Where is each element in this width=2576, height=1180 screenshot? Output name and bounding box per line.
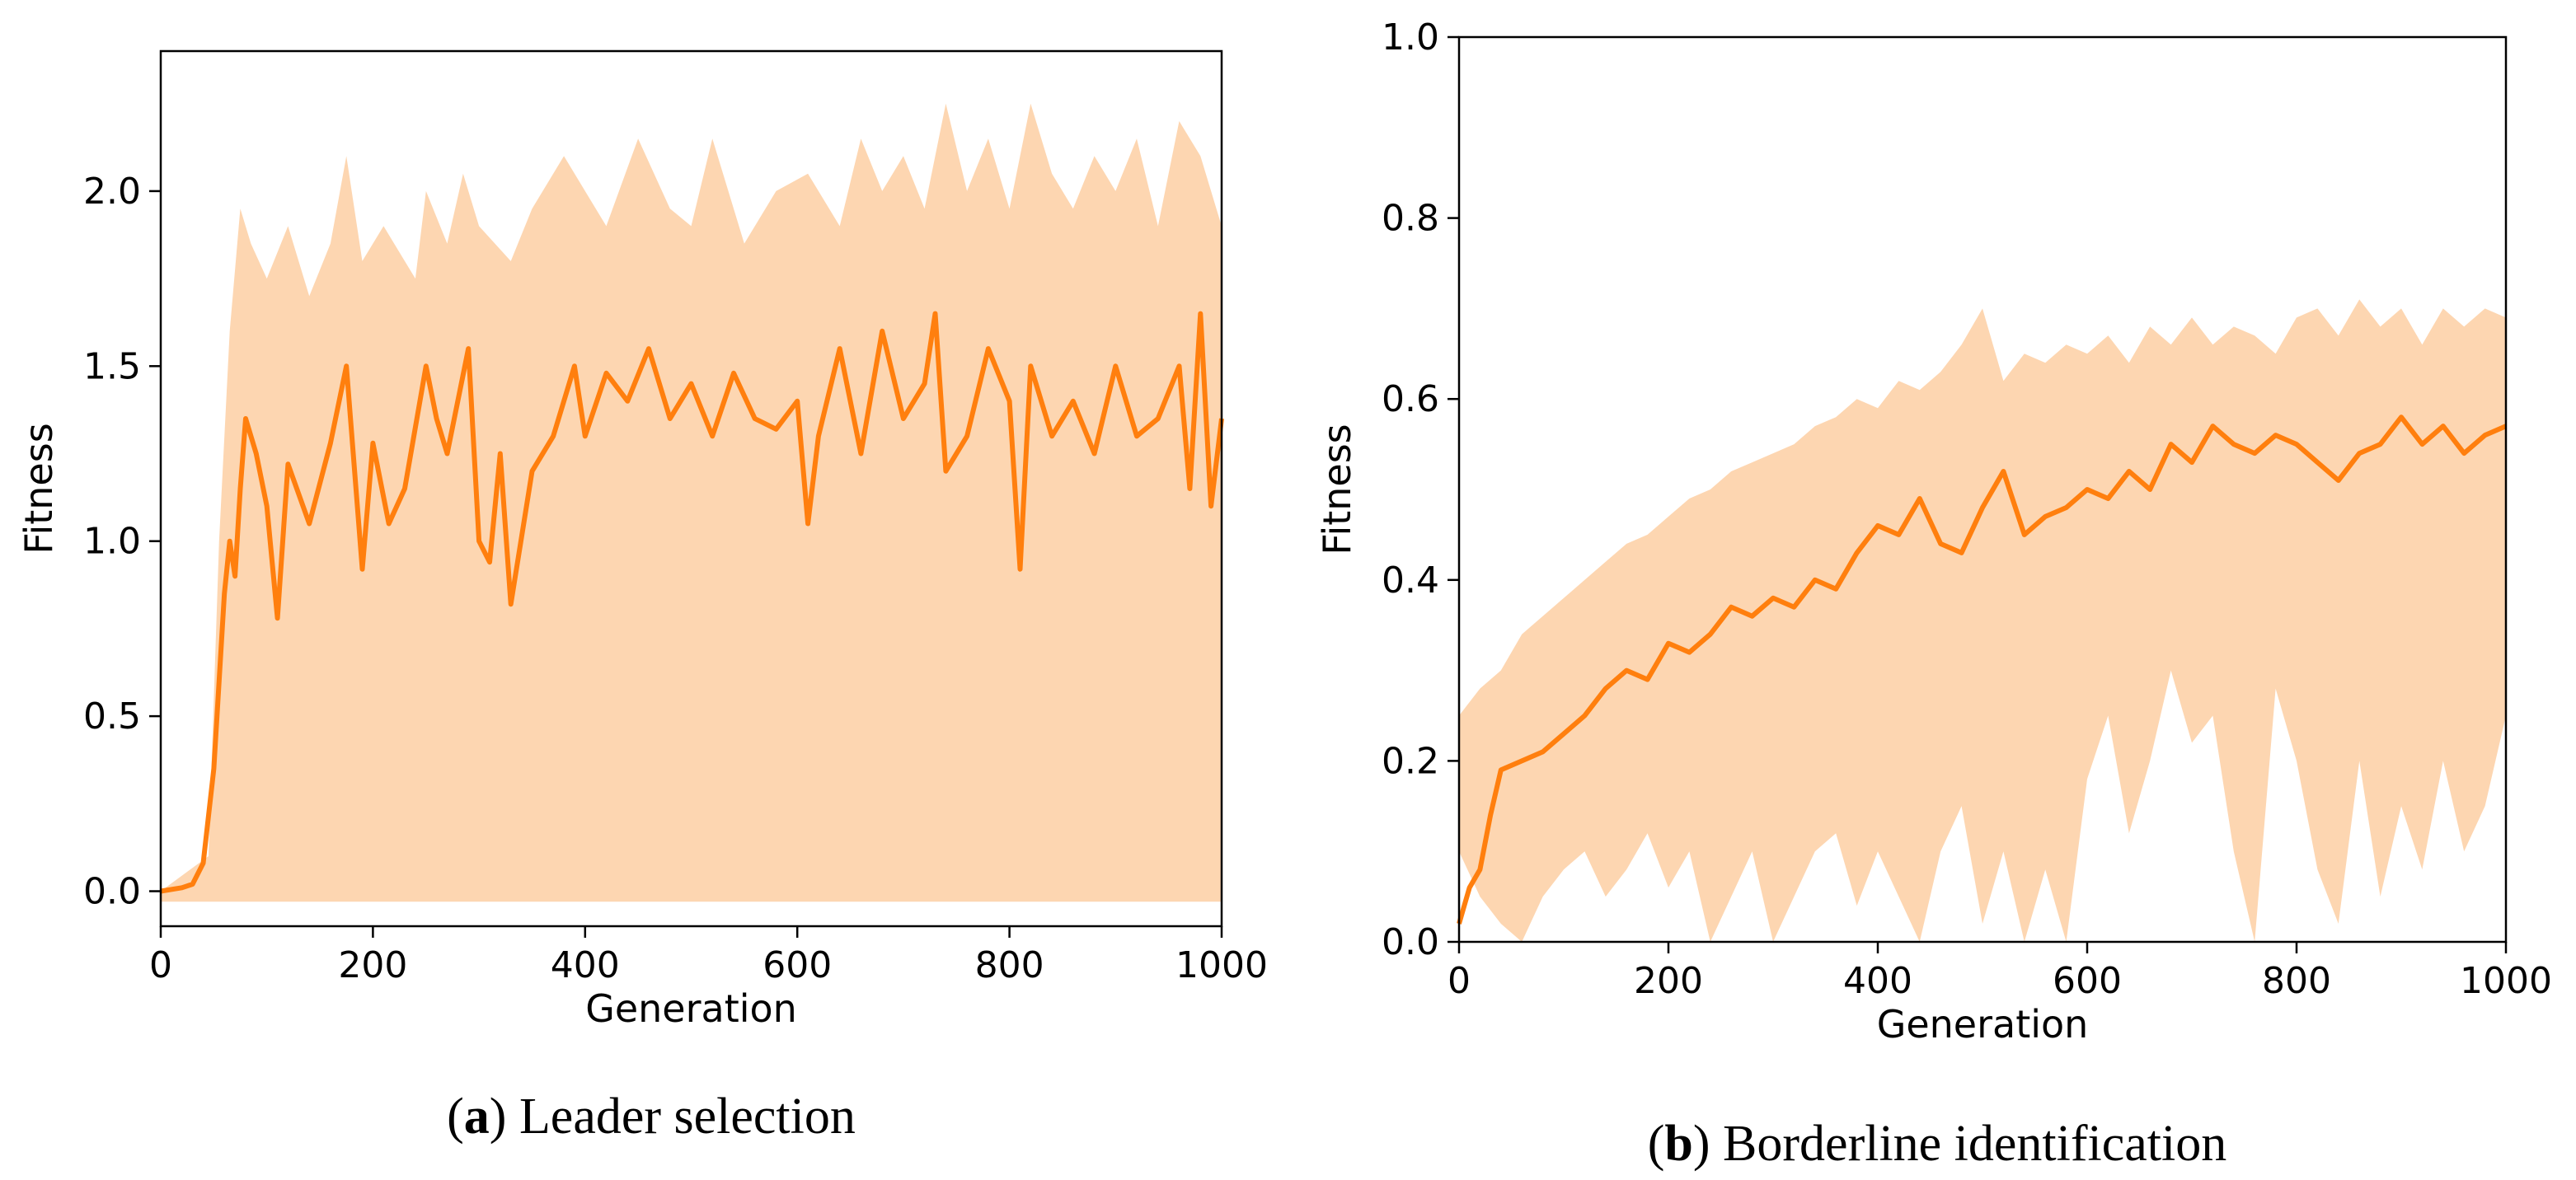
caption: (a) Leader selection — [447, 1089, 856, 1145]
y-tick-label: 0.6 — [1382, 378, 1439, 420]
y-tick-label: 0.4 — [1382, 560, 1439, 602]
range-band — [1459, 299, 2506, 942]
chart-panel-b: 0 200 400 600 800 1000 0.0 0.2 0.4 0.6 0.8 1.0 Gen… — [1315, 16, 2552, 1172]
y-tick-label: 0.8 — [1382, 198, 1439, 240]
x-axis: 0 200 400 600 800 1000 — [1448, 942, 2552, 1002]
x-axis: 0 200 400 600 800 1000 — [149, 926, 1268, 986]
y-axis-label: Fitness — [16, 423, 61, 554]
x-tick-label: 0 — [149, 944, 172, 986]
x-tick-label: 0 — [1448, 960, 1471, 1002]
y-axis-label: Fitness — [1315, 424, 1359, 555]
y-axis: 0.0 0.5 1.0 1.5 2.0 — [83, 171, 161, 913]
caption: (b) Borderline identification — [1648, 1116, 2227, 1172]
y-tick-label: 1.0 — [83, 521, 141, 563]
caption-text: Leader selection — [519, 1089, 856, 1145]
x-tick-label: 600 — [2053, 960, 2122, 1002]
x-tick-label: 800 — [975, 944, 1044, 986]
caption-letter: a — [464, 1089, 490, 1145]
x-tick-label: 200 — [338, 944, 407, 986]
y-tick-label: 1.0 — [1382, 16, 1439, 59]
x-tick-label: 400 — [1843, 960, 1912, 1002]
x-axis-label: Generation — [585, 986, 797, 1031]
plot-frame — [1457, 35, 2508, 944]
y-tick-label: 0.0 — [83, 871, 141, 913]
caption-letter: b — [1664, 1116, 1692, 1172]
y-tick-label: 1.5 — [83, 345, 141, 387]
x-tick-label: 800 — [2262, 960, 2331, 1002]
y-tick-label: 0.0 — [1382, 921, 1439, 963]
x-tick-label: 200 — [1634, 960, 1703, 1002]
y-axis: 0.0 0.2 0.4 0.6 0.8 1.0 — [1382, 16, 1459, 963]
y-tick-label: 2.0 — [83, 171, 141, 213]
x-tick-label: 1000 — [2460, 960, 2552, 1002]
mean-fitness-line — [160, 311, 1224, 894]
y-tick-label: 0.5 — [83, 695, 141, 738]
x-tick-label: 400 — [551, 944, 620, 986]
mean-fitness-line — [1457, 414, 2508, 925]
x-tick-label: 600 — [762, 944, 832, 986]
x-axis-label: Generation — [1877, 1002, 2089, 1047]
caption-text: Borderline identification — [1723, 1116, 2226, 1172]
y-tick-label: 0.2 — [1382, 740, 1439, 782]
chart-panel-a: 0 200 400 600 800 1000 0.0 0.5 1.0 1.5 2.0 Genera… — [16, 49, 1268, 1145]
plot-frame — [159, 49, 1223, 928]
range-band — [161, 103, 1222, 902]
x-tick-label: 1000 — [1175, 944, 1268, 986]
